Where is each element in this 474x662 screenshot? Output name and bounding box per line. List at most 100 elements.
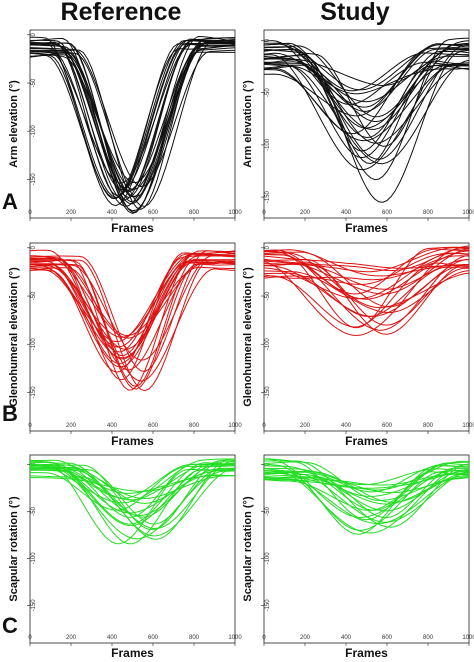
y-tick-label: -150 bbox=[31, 173, 37, 186]
trial-curve-study-c-19 bbox=[264, 460, 470, 528]
trial-curve-reference-a-23 bbox=[30, 41, 235, 212]
trial-curve-reference-b-6 bbox=[30, 255, 235, 350]
x-tick-label: 800 bbox=[423, 210, 434, 216]
panels-layer: 0 200 400 600 800 1000 0 -50 -100 -150 Frames Arm e… bbox=[8, 29, 474, 660]
x-tick-label: 400 bbox=[341, 635, 352, 641]
y-tick-label: 0 bbox=[31, 32, 37, 36]
trial-curve-study-c-12 bbox=[263, 461, 469, 511]
y-tick-label: 0 bbox=[31, 245, 37, 249]
x-tick-label: 1000 bbox=[228, 210, 242, 216]
panel-frame-study-c bbox=[263, 454, 470, 644]
trial-curve-reference-b-19 bbox=[29, 258, 236, 387]
y-tick-label: -150 bbox=[265, 190, 271, 203]
panel-frame-reference-a bbox=[29, 29, 236, 219]
trial-curve-reference-a-22 bbox=[29, 41, 236, 213]
x-tick-label: 600 bbox=[382, 423, 393, 429]
x-axis-label: Frames bbox=[111, 646, 154, 660]
x-tick-label: 600 bbox=[382, 635, 393, 641]
x-tick-label: 200 bbox=[66, 210, 77, 216]
row-letter-c: C bbox=[2, 613, 18, 638]
y-tick-label: -50 bbox=[265, 291, 271, 300]
x-tick-label: 0 bbox=[28, 210, 32, 216]
x-axis-label: Frames bbox=[345, 221, 388, 235]
x-tick-label: 200 bbox=[300, 423, 311, 429]
trial-curve-reference-a-15 bbox=[29, 44, 236, 200]
panel-frame-reference-b bbox=[29, 242, 236, 432]
x-axis-label: Frames bbox=[345, 434, 388, 448]
x-axis-label: Frames bbox=[111, 221, 154, 235]
x-tick-label: 1000 bbox=[462, 423, 474, 429]
trial-curve-reference-c-21 bbox=[29, 464, 236, 545]
trial-curve-reference-a-24 bbox=[29, 38, 236, 214]
trial-curve-reference-b-18 bbox=[29, 267, 236, 382]
x-tick-label: 200 bbox=[66, 635, 77, 641]
y-tick-label: -100 bbox=[265, 338, 271, 351]
y-tick-label: -100 bbox=[265, 138, 271, 151]
x-tick-label: 800 bbox=[423, 635, 434, 641]
x-tick-label: 0 bbox=[28, 635, 32, 641]
trial-curve-study-a-19 bbox=[263, 48, 470, 152]
y-tick-label: -150 bbox=[265, 386, 271, 399]
y-tick-label: -50 bbox=[31, 506, 37, 515]
trial-curve-study-c-22 bbox=[263, 463, 470, 534]
y-tick-label: 0 bbox=[265, 38, 271, 42]
column-title-reference: Reference bbox=[61, 0, 182, 26]
trial-curve-reference-a-10 bbox=[29, 39, 236, 199]
panel-frame-study-b bbox=[263, 242, 470, 432]
trial-curve-study-b-16 bbox=[263, 264, 469, 317]
y-tick-label: -150 bbox=[31, 386, 37, 399]
trial-curve-study-b-5 bbox=[263, 255, 470, 281]
y-axis-label: Arm elevation (°) bbox=[8, 80, 20, 168]
trial-curve-study-b-9 bbox=[263, 248, 470, 295]
y-tick-label: -150 bbox=[31, 599, 37, 612]
row-letter-a: A bbox=[2, 189, 18, 214]
row-letter-b: B bbox=[2, 401, 18, 426]
trial-curve-reference-b-5 bbox=[29, 260, 236, 348]
y-tick-label: -100 bbox=[31, 552, 37, 565]
trial-curve-study-b-19 bbox=[263, 246, 470, 329]
trial-curve-reference-a-6 bbox=[29, 42, 236, 191]
x-tick-label: 400 bbox=[341, 210, 352, 216]
x-tick-label: 0 bbox=[262, 635, 266, 641]
y-tick-label: -100 bbox=[31, 125, 37, 138]
trial-curve-study-b-13 bbox=[263, 252, 470, 309]
x-tick-label: 600 bbox=[382, 210, 393, 216]
trial-curve-reference-c-8 bbox=[30, 465, 236, 511]
x-tick-label: 1000 bbox=[228, 423, 242, 429]
trial-curve-study-a-8 bbox=[263, 48, 470, 112]
trial-curve-study-b-6 bbox=[263, 252, 470, 285]
x-tick-label: 800 bbox=[189, 423, 200, 429]
x-axis-label: Frames bbox=[345, 646, 388, 660]
y-tick-label: -150 bbox=[265, 599, 271, 612]
trial-curve-reference-a-21 bbox=[29, 47, 236, 207]
trial-curve-study-a-7 bbox=[263, 43, 470, 108]
x-tick-label: 800 bbox=[189, 635, 200, 641]
y-tick-label: -50 bbox=[31, 78, 37, 87]
trial-curve-study-a-26 bbox=[264, 51, 470, 203]
x-tick-label: 200 bbox=[66, 423, 77, 429]
y-axis-label: Glenohumeral elevation (°) bbox=[8, 267, 20, 407]
trial-curve-reference-a-8 bbox=[29, 37, 235, 193]
trial-curve-study-a-23 bbox=[263, 59, 470, 165]
x-tick-label: 1000 bbox=[462, 635, 474, 641]
trial-curve-reference-c-22 bbox=[30, 469, 235, 545]
trial-curve-study-c-21 bbox=[263, 463, 469, 531]
y-tick-label: 0 bbox=[265, 245, 271, 249]
trial-curve-reference-b-8 bbox=[29, 257, 236, 356]
x-tick-label: 600 bbox=[148, 635, 159, 641]
trial-curve-study-a-22 bbox=[263, 43, 470, 160]
trial-curve-reference-a-5 bbox=[29, 47, 236, 187]
trial-curve-study-c-15 bbox=[263, 461, 470, 521]
trial-curve-study-a-24 bbox=[263, 54, 469, 171]
y-tick-label: -50 bbox=[265, 506, 271, 515]
column-title-study: Study bbox=[320, 0, 390, 26]
y-tick-label: -50 bbox=[265, 88, 271, 97]
x-tick-label: 200 bbox=[300, 210, 311, 216]
y-axis-label: Glenohumeral elevation (°) bbox=[242, 267, 254, 407]
trial-curve-study-c-9 bbox=[264, 475, 469, 505]
trial-curve-study-c-13 bbox=[263, 469, 469, 512]
trial-curve-study-a-14 bbox=[263, 47, 470, 135]
y-axis-label: Scapular rotation (°) bbox=[242, 496, 254, 602]
y-tick-label: -50 bbox=[31, 291, 37, 300]
trial-curve-reference-c-20 bbox=[29, 458, 236, 540]
